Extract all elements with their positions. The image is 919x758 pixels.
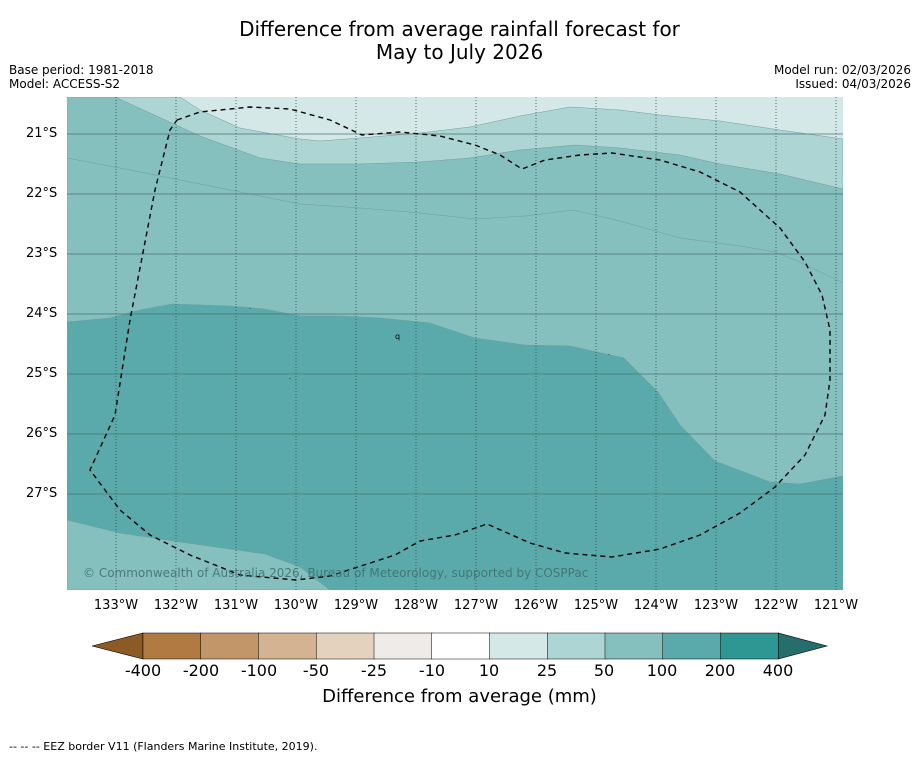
colorbar-segment	[373, 632, 433, 660]
zone-50-100-bottom	[67, 519, 331, 590]
lat-label: 27°S	[26, 486, 58, 501]
lon-label: 131°W	[213, 598, 259, 613]
model-name: Model: ACCESS-S2	[9, 77, 121, 91]
colorbar-tick: 400	[762, 661, 794, 680]
title-line-2: May to July 2026	[375, 40, 544, 64]
lon-label: 128°W	[393, 598, 439, 613]
colorbar-segment	[142, 632, 202, 660]
lon-label: 127°W	[453, 598, 499, 613]
island-marker-2: q	[395, 332, 400, 341]
lat-label: 23°S	[26, 246, 58, 261]
zone-200-400	[67, 303, 843, 590]
lat-label: 22°S	[26, 186, 58, 201]
copyright-notice: © Commonwealth of Australia 2026, Bureau…	[83, 566, 588, 580]
colorbar-segment	[547, 632, 606, 660]
colorbar-segment	[258, 632, 317, 660]
footer-note: -- -- -- EEZ border V11 (Flanders Marine…	[9, 740, 318, 753]
colorbar-arrow-low	[91, 632, 144, 660]
lon-label: 125°W	[573, 598, 619, 613]
title-line-1: Difference from average rainfall forecas…	[239, 17, 680, 41]
base-period: Base period: 1981-2018	[9, 63, 154, 77]
colorbar-tick: -50	[302, 661, 330, 680]
colorbar-segment	[720, 632, 779, 660]
map-area: - q - - © Commonwealth of Australia 2026…	[67, 97, 843, 590]
colorbar-tick: 100	[646, 661, 678, 680]
colorbar-tick: -100	[240, 661, 278, 680]
colorbar-segment	[662, 632, 722, 660]
lat-label: 25°S	[26, 366, 58, 381]
eez-border	[89, 106, 831, 581]
lon-label: 133°W	[93, 598, 139, 613]
lon-label: 132°W	[153, 598, 199, 613]
colorbar-title: Difference from average (mm)	[322, 686, 597, 707]
meta-left: Base period: 1981-2018 Model: ACCESS-S2	[9, 63, 154, 91]
parallel-lines	[67, 133, 843, 495]
meta-right: Model run: 02/03/2026 Issued: 04/03/2026	[774, 63, 911, 91]
lon-label: 122°W	[753, 598, 799, 613]
lon-label: 124°W	[633, 598, 679, 613]
island-marker-3: -	[608, 352, 610, 358]
colorbar-tick: 25	[536, 661, 558, 680]
colorbar-segment	[604, 632, 664, 660]
colorbar-arrow-high	[777, 632, 829, 660]
model-run: Model run: 02/03/2026	[773, 63, 911, 77]
lon-label: 126°W	[513, 598, 559, 613]
colorbar-segment	[200, 632, 260, 660]
colorbar-tick: 200	[704, 661, 736, 680]
lat-label: 26°S	[26, 426, 58, 441]
island-marker-1: -	[249, 306, 251, 312]
lat-label: 21°S	[26, 126, 58, 141]
colorbar-tick: -200	[182, 661, 220, 680]
colorbar-tick: -400	[124, 661, 162, 680]
colorbar-tick: -10	[418, 661, 446, 680]
lon-label: 130°W	[273, 598, 319, 613]
lon-label: 129°W	[333, 598, 379, 613]
lon-label: 121°W	[813, 598, 859, 613]
colorbar-segment	[431, 632, 491, 660]
meridian-lines	[115, 97, 837, 590]
lon-label: 123°W	[693, 598, 739, 613]
colorbar	[91, 632, 829, 660]
chart-title: Difference from average rainfall forecas…	[0, 18, 919, 64]
colorbar-tick: -25	[360, 661, 388, 680]
colorbar-segment	[316, 632, 375, 660]
lat-label: 24°S	[26, 306, 58, 321]
colorbar-tick: 50	[593, 661, 615, 680]
issued-date: Issued: 04/03/2026	[795, 77, 911, 91]
island-marker-4: -	[289, 376, 291, 382]
colorbar-segment	[489, 632, 548, 660]
colorbar-tick: 10	[478, 661, 500, 680]
